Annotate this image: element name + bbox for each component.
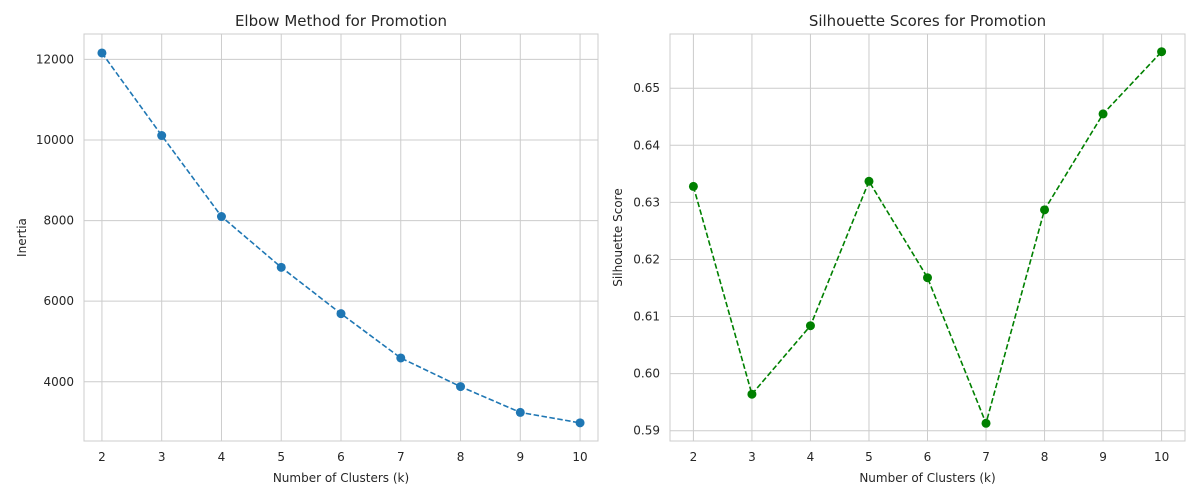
x-tick-label: 10 — [572, 450, 587, 464]
x-tick-label: 6 — [337, 450, 345, 464]
data-point — [923, 273, 932, 283]
y-tick-label: 0.63 — [633, 195, 660, 209]
y-tick-label: 0.64 — [633, 138, 660, 152]
x-tick-label: 7 — [397, 450, 405, 464]
y-axis-label: Inertia — [15, 218, 29, 257]
x-tick-label: 3 — [158, 450, 166, 464]
chart-title: Elbow Method for Promotion — [235, 12, 447, 30]
y-tick-label: 0.62 — [633, 252, 660, 266]
data-point — [747, 389, 757, 399]
x-tick-label: 5 — [865, 450, 873, 464]
x-tick-label: 6 — [924, 450, 932, 464]
y-tick-label: 0.60 — [633, 367, 660, 381]
plot-frame — [669, 33, 1186, 442]
y-axis-label: Silhouette Score — [611, 188, 625, 286]
data-point — [575, 418, 585, 428]
y-tick-label: 6000 — [43, 294, 74, 308]
data-point — [396, 353, 406, 363]
elbow-chart: 2 3 4 5 6 7 8 9 10 4000 6000 8000 10000 12000 Elbow Me… — [15, 12, 599, 485]
data-point — [276, 262, 286, 272]
y-tick-label: 12000 — [36, 52, 74, 66]
x-tick-label: 5 — [277, 450, 285, 464]
data-point — [1157, 47, 1167, 57]
y-tick-label: 10000 — [36, 133, 74, 147]
x-tick-label: 4 — [218, 450, 226, 464]
plot-frame — [83, 33, 599, 442]
data-point — [456, 382, 466, 392]
data-point — [688, 181, 698, 191]
y-tick-label: 8000 — [43, 214, 74, 228]
x-tick-label: 2 — [98, 450, 106, 464]
x-tick-label: 8 — [457, 450, 465, 464]
data-point — [157, 131, 167, 141]
data-point — [97, 48, 107, 58]
y-tick-label: 0.65 — [633, 81, 660, 95]
data-point — [981, 418, 991, 428]
chart-title: Silhouette Scores for Promotion — [809, 12, 1046, 30]
x-tick-label: 8 — [1041, 450, 1049, 464]
x-axis-label: Number of Clusters (k) — [859, 471, 995, 485]
x-tick-label: 3 — [748, 450, 756, 464]
data-point — [1040, 205, 1050, 215]
y-tick-label: 4000 — [43, 375, 74, 389]
data-point — [805, 321, 815, 331]
y-tick-label: 0.61 — [633, 310, 660, 324]
x-tick-label: 4 — [807, 450, 815, 464]
y-tick-label: 0.59 — [633, 424, 660, 438]
data-point — [216, 212, 226, 222]
data-point — [1098, 109, 1108, 119]
x-tick-label: 7 — [982, 450, 990, 464]
x-tick-label: 9 — [516, 450, 524, 464]
x-tick-label: 10 — [1154, 450, 1169, 464]
x-tick-label: 9 — [1099, 450, 1107, 464]
data-point — [336, 309, 346, 319]
data-point — [864, 176, 874, 186]
x-tick-label: 2 — [690, 450, 698, 464]
series-line — [692, 51, 1163, 426]
x-axis-label: Number of Clusters (k) — [273, 471, 409, 485]
data-point — [515, 407, 525, 417]
silhouette-chart: 2 3 4 5 6 7 8 9 10 0.59 0.60 0.61 0.62 0.63 0.64 0.65 Si… — [611, 12, 1186, 485]
